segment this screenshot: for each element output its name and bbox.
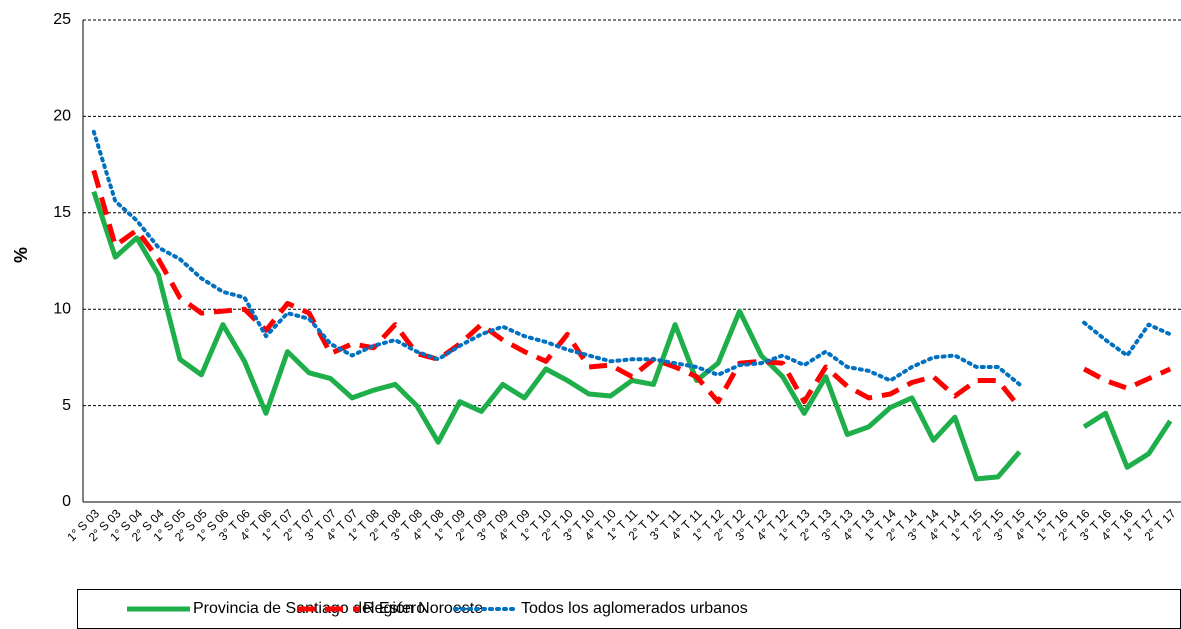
series-line <box>91 129 1173 387</box>
y-tick-label: 10 <box>53 300 71 317</box>
y-tick-label: 15 <box>53 204 71 221</box>
y-tick-label: 0 <box>62 493 71 510</box>
y-tick-label: 20 <box>53 108 71 125</box>
legend-label: Todos los aglomerados urbanos <box>521 600 748 617</box>
series-line <box>91 169 1172 410</box>
y-tick-label: 25 <box>53 11 71 28</box>
legend-label: Región Noroeste <box>363 600 483 617</box>
series-line <box>91 190 1173 482</box>
y-axis-label: % <box>11 247 31 263</box>
y-tick-label: 5 <box>62 397 71 414</box>
